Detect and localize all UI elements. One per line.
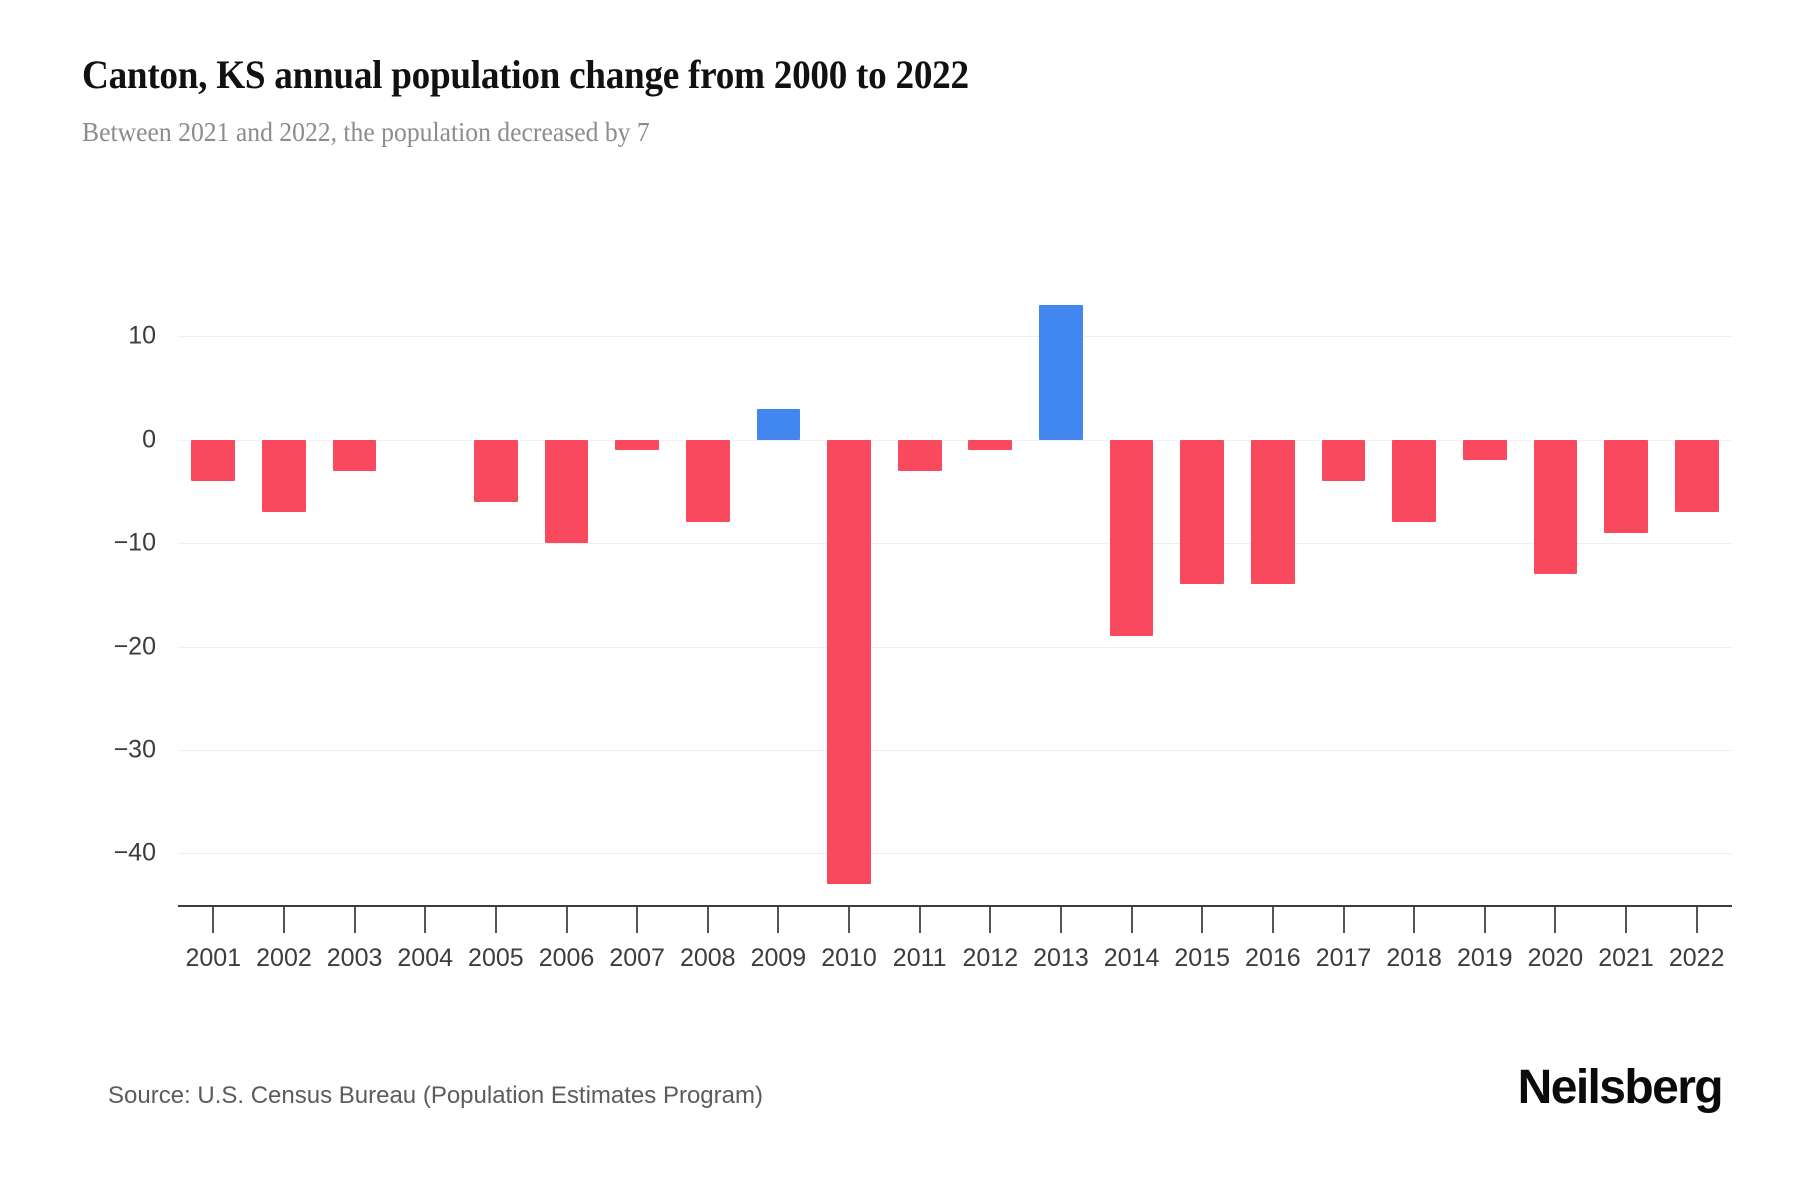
x-axis-label-2004: 2004 [397,944,454,972]
bar-2005[interactable] [473,439,518,502]
x-axis-ticks [178,907,1732,935]
bar-2003[interactable] [332,439,377,471]
gridline-10 [178,336,1732,338]
chart-subtitle: Between 2021 and 2022, the population de… [82,117,650,147]
x-axis-label-2012: 2012 [962,944,1019,972]
x-axis-label-2003: 2003 [326,944,383,972]
chart-header: Canton, KS annual population change from… [82,52,1722,148]
y-axis-tick-label: 10 [128,321,156,350]
x-axis-tick [282,907,285,933]
x-axis-label-2006: 2006 [538,944,595,972]
x-axis-label-2014: 2014 [1103,944,1160,972]
bar-2016[interactable] [1250,439,1295,585]
x-axis-labels: 2001 2002 2003 2004 2005 2006 2007 2008 2009 2010… [178,944,1732,984]
gridline--10 [178,543,1732,545]
y-axis-tick-label: −40 [113,838,156,867]
y-axis-tick-label: −30 [113,735,156,764]
x-axis-line [178,905,1732,907]
bar-2011[interactable] [897,439,942,471]
x-axis-label-2007: 2007 [609,944,665,972]
gridline--20 [178,646,1732,648]
x-axis-label-2009: 2009 [750,944,807,972]
x-axis-label-2011: 2011 [892,944,947,972]
x-axis-label-2019: 2019 [1456,944,1513,972]
bar-2007[interactable] [615,439,660,451]
bar-2013[interactable] [1039,305,1083,440]
bar-2009[interactable] [756,408,801,440]
x-axis-label-2010: 2010 [821,944,877,972]
x-axis-tick [565,907,568,933]
plot-area: 10 0 −10 −20 −30 −40 [114,295,1732,905]
x-axis-tick [494,907,497,933]
x-axis-tick [636,907,639,933]
x-axis-tick [918,907,921,933]
x-axis-label-2005: 2005 [468,944,524,972]
x-axis-tick [1554,907,1557,933]
gridline--30 [178,749,1732,751]
x-axis-label-2017: 2017 [1315,944,1372,972]
bar-2014[interactable] [1109,439,1154,637]
x-axis-label-2016: 2016 [1245,944,1301,972]
x-axis-label-2018: 2018 [1386,944,1442,972]
bar-2010[interactable] [827,439,871,885]
x-axis-tick [1342,907,1345,933]
page-title: Canton, KS annual population change from… [82,52,969,97]
x-axis-tick [212,907,215,933]
x-axis-tick [1059,907,1062,933]
bar-2019[interactable] [1462,439,1507,461]
x-axis-label-2015: 2015 [1174,944,1231,972]
x-axis-tick [848,907,851,933]
bar-2022[interactable] [1674,439,1719,513]
x-axis-label-2022: 2022 [1668,944,1725,972]
gridline-0 [178,439,1732,441]
x-axis-tick [1271,907,1274,933]
bar-2020[interactable] [1533,439,1578,575]
x-axis-label-2013: 2013 [1033,944,1089,972]
x-axis-tick [1625,907,1628,933]
x-axis-tick [706,907,709,933]
bar-2008[interactable] [685,439,730,523]
x-axis-tick [777,907,780,933]
y-axis-tick-label: 0 [142,425,156,454]
x-axis-label-2008: 2008 [679,944,736,972]
bar-2012[interactable] [968,439,1013,451]
bar-2015[interactable] [1180,439,1225,585]
brand-logo: Neilsberg [1517,1061,1724,1114]
x-axis-label-2001: 2001 [185,944,242,972]
bar-2017[interactable] [1321,439,1366,482]
x-axis-tick [1695,907,1698,933]
x-axis-label-2020: 2020 [1527,944,1584,972]
bar-2002[interactable] [262,439,306,513]
source-note: Source: U.S. Census Bureau (Population E… [108,1082,763,1109]
bar-2006[interactable] [544,439,589,544]
x-axis-tick [989,907,992,933]
bar-series [178,295,1732,905]
y-axis-tick-label: −10 [113,528,156,557]
x-axis-tick [1201,907,1204,933]
bar-2018[interactable] [1392,439,1437,523]
x-axis-label-2021: 2021 [1598,944,1654,972]
x-axis-tick [1413,907,1416,933]
x-axis-tick [1130,907,1133,933]
bar-2001[interactable] [191,439,236,482]
y-axis-tick-label: −20 [113,632,156,661]
gridline--40 [178,853,1732,855]
bar-2021[interactable] [1604,439,1648,533]
x-axis-tick [424,907,427,933]
x-axis-tick [1483,907,1486,933]
x-axis-label-2002: 2002 [256,944,312,972]
x-axis-tick [353,907,356,933]
